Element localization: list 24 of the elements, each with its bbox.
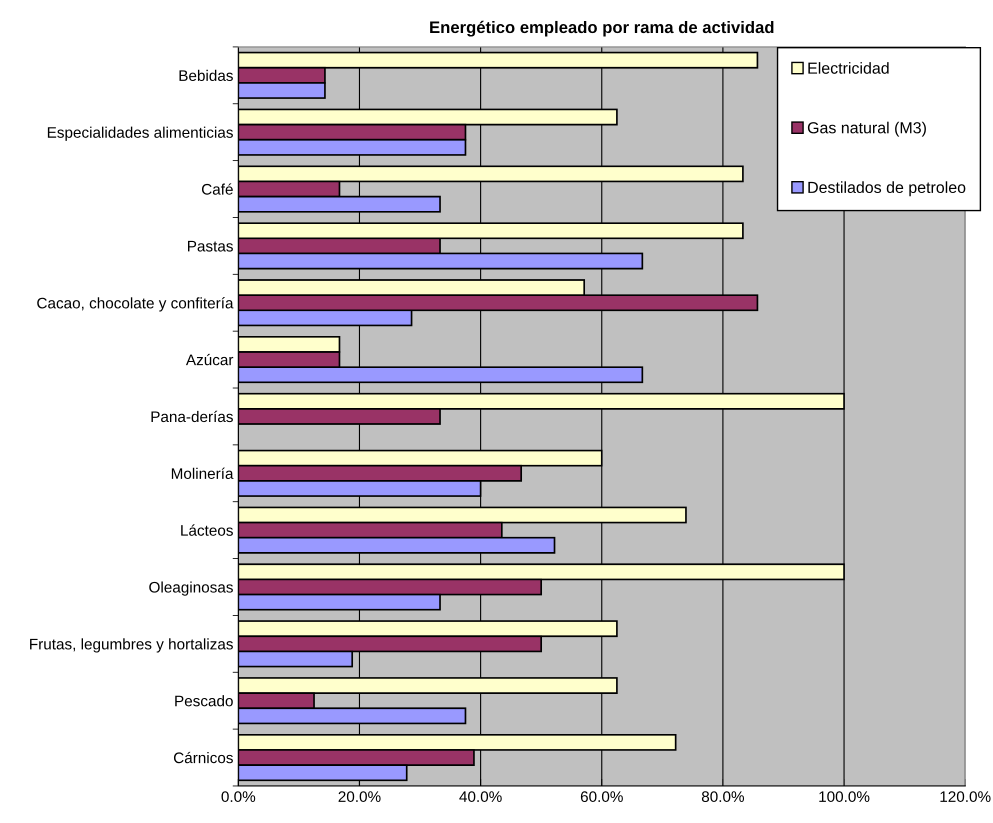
y-tick-label: Bebidas: [180, 70, 233, 82]
y-tick-label: Pana-derías: [151, 410, 233, 422]
legend-label: Gas natural (M3): [808, 122, 926, 137]
y-tick-label: Frutas, legumbres y hortalizas: [30, 638, 233, 653]
x-tick-label: 120.0%: [940, 791, 991, 802]
y-tick-label: Café: [202, 183, 233, 195]
y-tick-label: Especialidades alimenticias: [48, 126, 233, 141]
chart-title: Energético empleado por rama de actividad: [430, 20, 774, 37]
legend-label: Electricidad: [808, 62, 889, 74]
y-tick-label: Pescado: [175, 695, 233, 706]
x-tick-label: 80.0%: [702, 791, 744, 802]
legend-label: Destilados de petroleo: [808, 181, 966, 196]
x-tick-label: 100.0%: [819, 791, 870, 802]
y-tick-label: Molinería: [172, 468, 234, 479]
y-tick-label: Cacao, chocolate y confitería: [37, 297, 234, 312]
y-tick-label: Oleaginosas: [149, 581, 233, 596]
x-tick-label: 20.0%: [338, 791, 381, 802]
y-tick-label: Cárnicos: [174, 752, 233, 764]
x-tick-label: 60.0%: [580, 791, 623, 802]
x-tick-label: 0.0%: [222, 791, 256, 802]
y-tick-label: Azúcar: [186, 354, 234, 366]
x-tick-label: 40.0%: [459, 791, 502, 802]
y-tick-label: Lácteos: [181, 524, 233, 536]
y-tick-label: Pastas: [188, 240, 233, 252]
